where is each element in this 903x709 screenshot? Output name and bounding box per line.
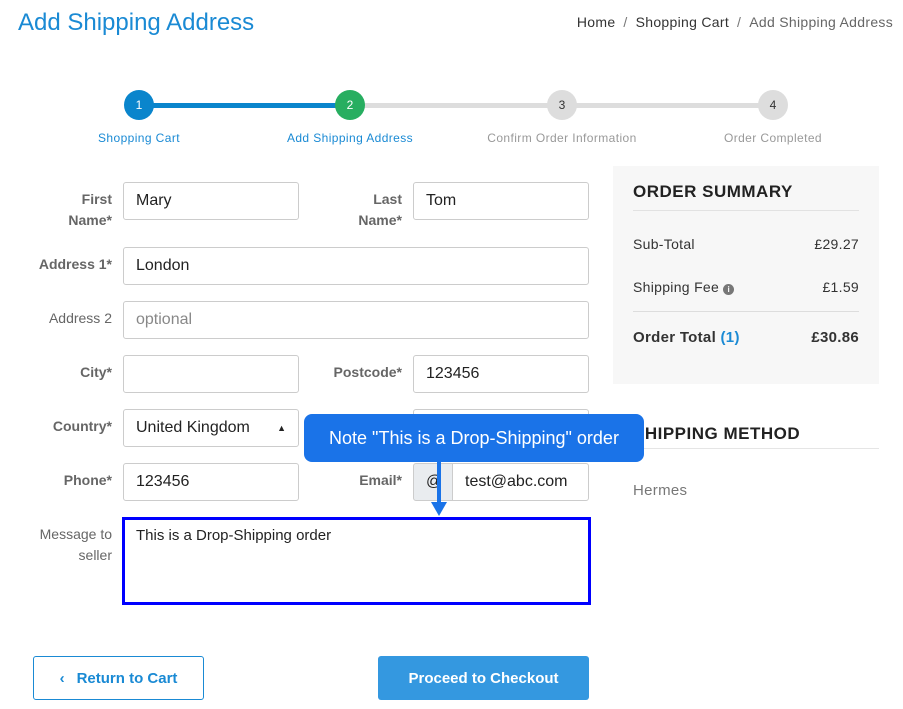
total-value: £30.86 [811, 329, 859, 346]
step-2-label: Add Shipping Address [286, 131, 414, 145]
address2-label: Address 2 [48, 310, 112, 326]
email-prefix: @ [413, 463, 453, 501]
total-label: Order Total [633, 329, 717, 346]
shipping-method-title: SHIPPING METHOD [633, 424, 801, 443]
country-value: United Kingdom [136, 419, 250, 436]
postcode-label: Postcode* [333, 364, 402, 380]
step-4-label: Order Completed [723, 131, 823, 145]
country-label: Country* [52, 418, 112, 434]
email-label: Email* [359, 472, 402, 488]
address1-label: Address 1* [38, 256, 112, 272]
breadcrumb: Home / Shopping Cart / Add Shipping Address [576, 14, 893, 30]
phone-input[interactable]: 123456 [123, 463, 299, 501]
address2-input[interactable]: optional [123, 301, 589, 339]
breadcrumb-cart[interactable]: Shopping Cart [635, 14, 730, 30]
proceed-to-checkout-button[interactable]: Proceed to Checkout [378, 656, 589, 700]
arrow-down-icon [431, 502, 447, 516]
breadcrumb-current: Add Shipping Address [749, 14, 893, 30]
return-to-cart-button[interactable]: ‹ Return to Cart [33, 656, 204, 700]
last-name-input[interactable]: Tom [413, 182, 589, 220]
phone-label: Phone* [63, 472, 112, 488]
caret-down-icon: ▲ [277, 423, 286, 433]
chevron-left-icon: ‹ [59, 669, 65, 687]
shipping-method-value: Hermes [633, 482, 688, 499]
subtotal-row: Sub-Total £29.27 [633, 236, 859, 252]
tooltip-arrow-line [437, 462, 441, 504]
shipping-label: Shipping Fee [633, 279, 720, 295]
breadcrumb-home[interactable]: Home [576, 14, 616, 30]
email-input[interactable]: test@abc.com [452, 463, 589, 501]
summary-title: ORDER SUMMARY [633, 182, 793, 201]
step-3-dot: 3 [547, 90, 577, 120]
divider [633, 311, 859, 312]
first-name-label: First Name* [68, 191, 112, 228]
page-title: Add Shipping Address [18, 9, 255, 36]
city-label: City* [80, 364, 112, 380]
step-connector [139, 103, 351, 108]
return-label: Return to Cart [76, 669, 178, 687]
message-label: Message to seller [39, 526, 112, 563]
country-select[interactable]: United Kingdom ▲ [123, 409, 299, 447]
city-input[interactable] [123, 355, 299, 393]
divider [613, 448, 879, 449]
step-4-dot: 4 [758, 90, 788, 120]
info-icon[interactable]: i [723, 284, 735, 295]
order-summary: ORDER SUMMARY Sub-Total £29.27 Shipping F… [613, 166, 879, 384]
step-1-label: Shopping Cart [98, 131, 180, 145]
last-name-label: Last Name* [358, 191, 402, 228]
step-2-dot: 2 [335, 90, 365, 120]
shipping-row: Shipping Fee i £1.59 [633, 279, 859, 295]
annotation-tooltip: Note "This is a Drop-Shipping" order [304, 414, 644, 462]
message-textarea[interactable]: This is a Drop-Shipping order [122, 517, 591, 605]
address1-input[interactable]: London [123, 247, 589, 285]
total-count: (1) [720, 329, 740, 346]
subtotal-label: Sub-Total [633, 236, 695, 252]
first-name-input[interactable]: Mary [123, 182, 299, 220]
postcode-input[interactable]: 123456 [413, 355, 589, 393]
shipping-value: £1.59 [822, 279, 859, 295]
subtotal-value: £29.27 [814, 236, 859, 252]
step-1-dot: 1 [124, 90, 154, 120]
divider [633, 210, 859, 211]
total-row: Order Total (1) £30.86 [633, 329, 859, 346]
step-3-label: Confirm Order Information [487, 131, 637, 145]
